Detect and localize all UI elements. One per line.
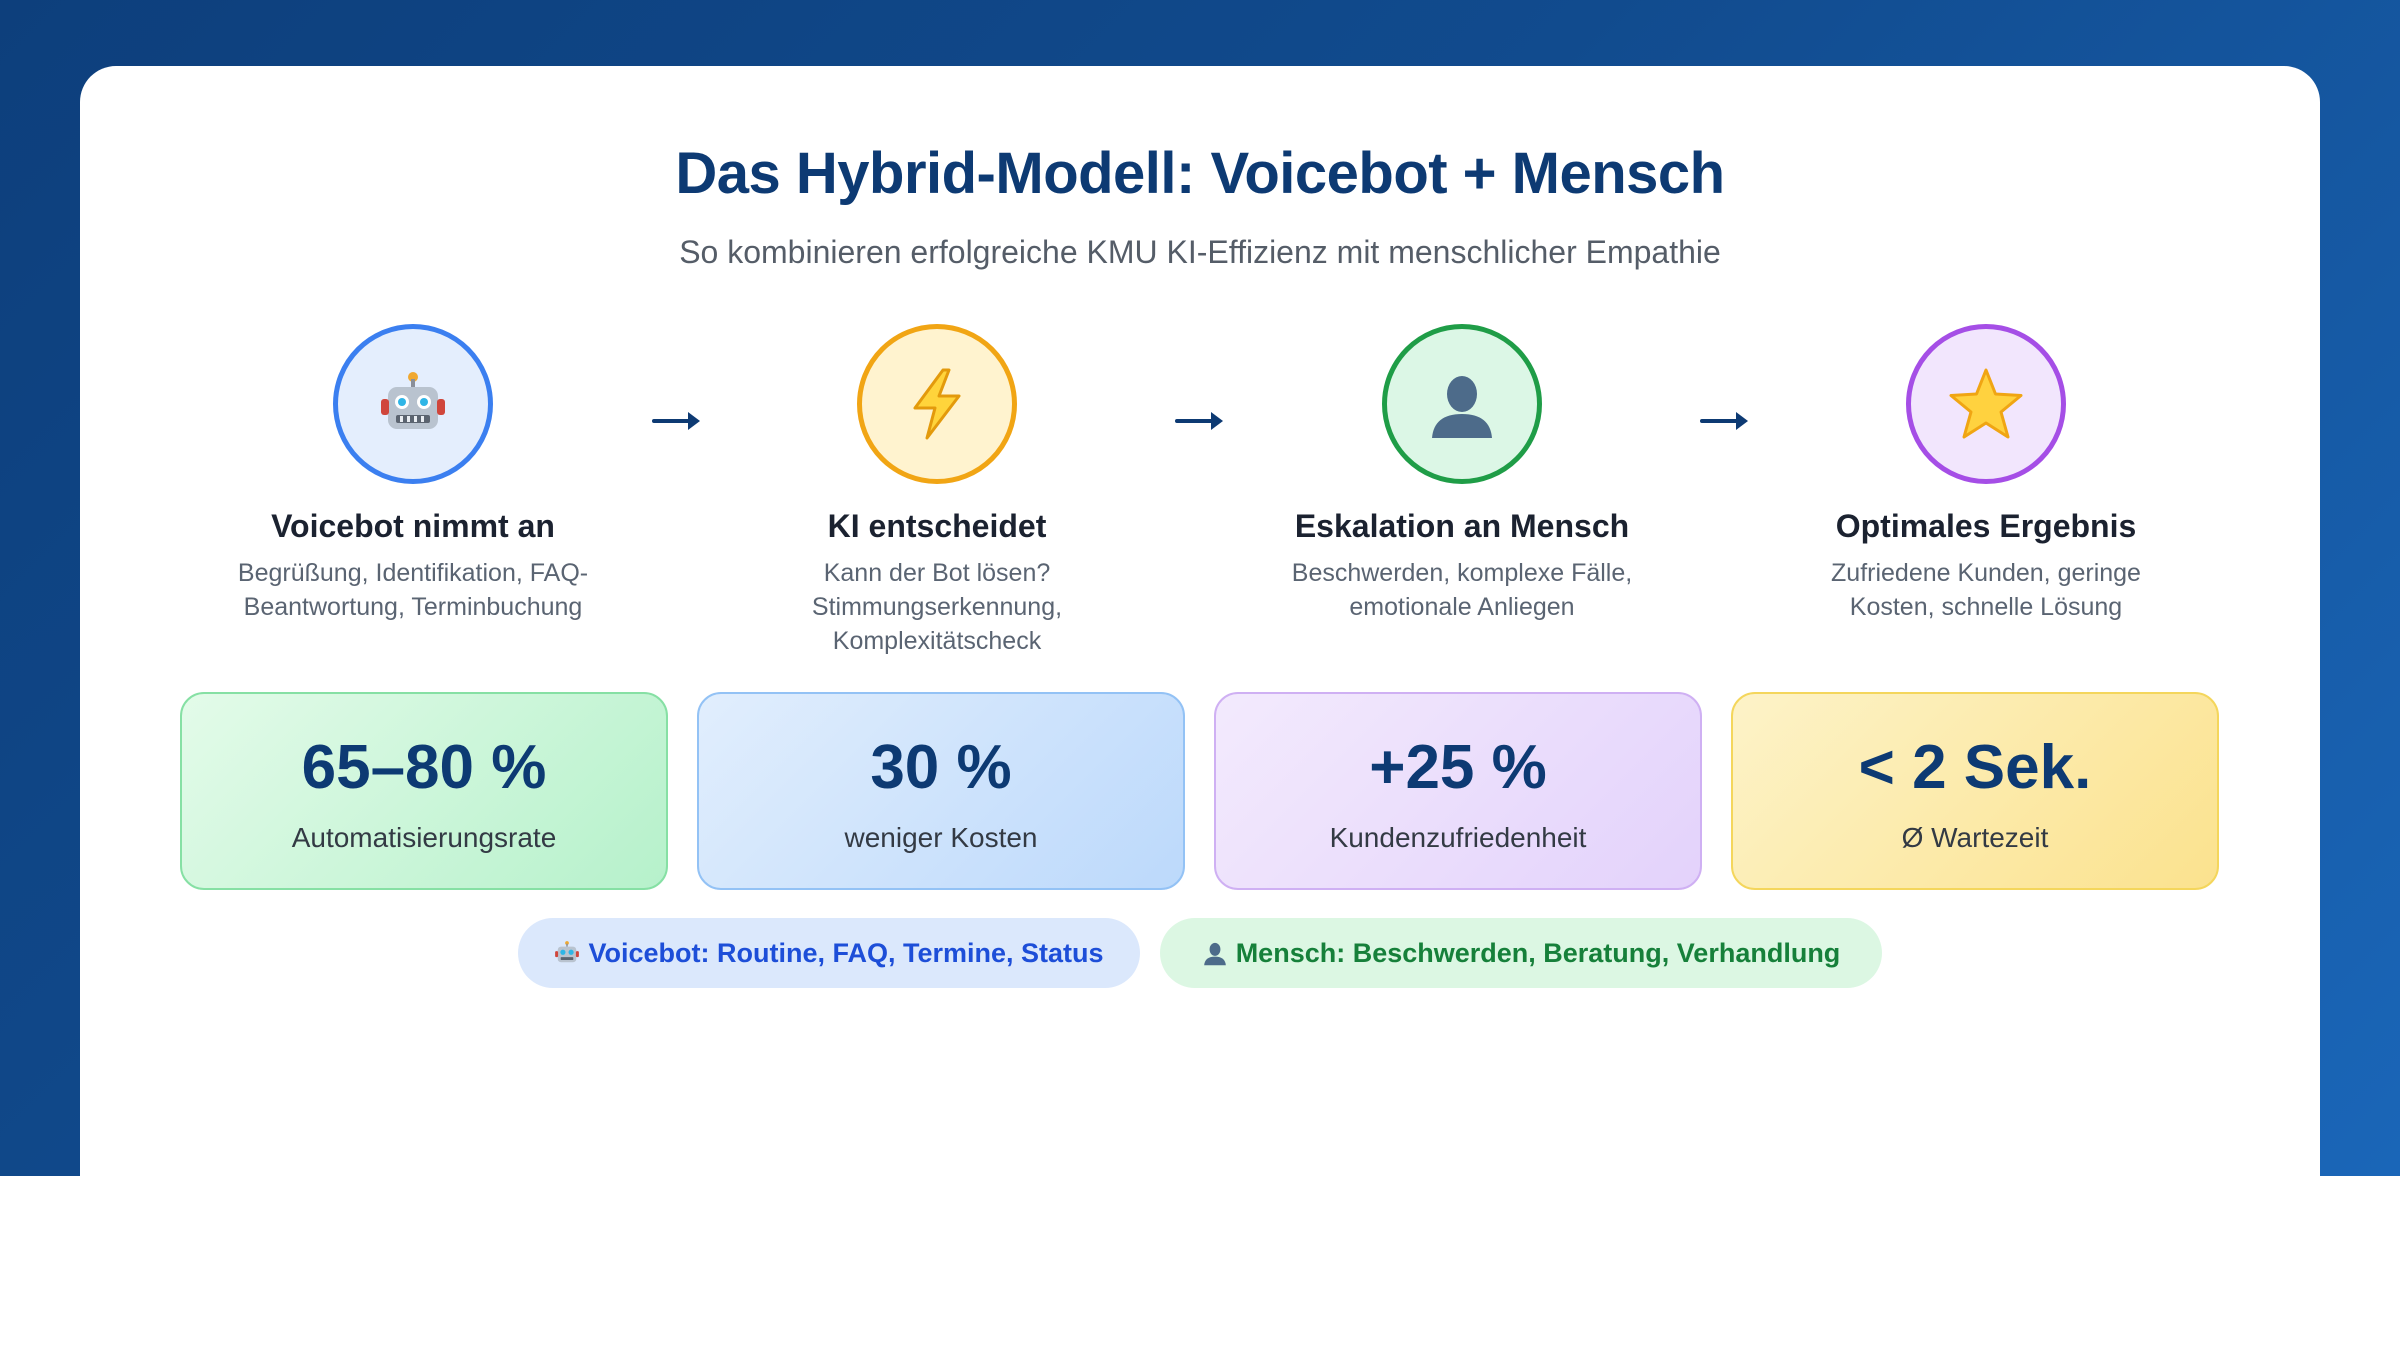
step-description-line: emotionale Anliegen <box>1349 593 1575 621</box>
step-ki-decision: KI entscheidet Kann der Bot lösen? Stimm… <box>737 324 1137 658</box>
step-description-line: Beschwerden, komplexe Fälle, <box>1291 559 1633 587</box>
stat-label: Kundenzufriedenheit <box>1329 822 1587 853</box>
robot-icon <box>381 372 445 429</box>
arrow-right-icon <box>1175 412 1223 430</box>
step-description-line: Begrüßung, Identifikation, FAQ- <box>237 559 589 587</box>
arrow-right-icon <box>652 412 700 430</box>
stat-card-costs: 30 % weniger Kosten <box>697 692 1185 890</box>
stat-card-automation: 65–80 % Automatisierungsrate <box>180 692 668 890</box>
step-description-line: Kann der Bot lösen? <box>823 559 1051 587</box>
stat-label: Automatisierungsrate <box>291 822 557 853</box>
stat-card-waittime: < 2 Sek. Ø Wartezeit <box>1731 692 2219 890</box>
star-icon <box>1949 368 2023 439</box>
stat-value: 30 % <box>870 733 1012 802</box>
step-title: Optimales Ergebnis <box>1835 508 2137 544</box>
stat-value: 65–80 % <box>301 733 547 802</box>
step-description-line: Stimmungserkennung, <box>811 593 1063 621</box>
step-voicebot: Voicebot nimmt an Begrüßung, Identifikat… <box>213 324 613 624</box>
person-icon <box>1432 376 1492 438</box>
robot-icon <box>554 940 580 966</box>
lightning-icon <box>913 368 961 440</box>
step-title: Voicebot nimmt an <box>271 508 555 544</box>
page-subtitle: So kombinieren erfolgreiche KMU KI-Effiz… <box>679 234 1721 270</box>
step-description-line: Komplexitätscheck <box>832 627 1042 655</box>
step-title: Eskalation an Mensch <box>1294 508 1630 544</box>
step-circle <box>1382 324 1542 484</box>
stat-label: weniger Kosten <box>844 822 1038 853</box>
stat-label: Ø Wartezeit <box>1901 822 2049 853</box>
stat-value: < 2 Sek. <box>1858 733 2092 802</box>
step-description: Kann der Bot lösen? Stimmungserkennung, … <box>737 556 1137 658</box>
step-title: KI entscheidet <box>827 508 1047 544</box>
step-description-line: Beantwortung, Terminbuchung <box>243 593 583 621</box>
stat-card-satisfaction: +25 % Kundenzufriedenheit <box>1214 692 1702 890</box>
step-description-line: Kosten, schnelle Lösung <box>1849 593 2123 621</box>
step-escalation: Eskalation an Mensch Beschwerden, komple… <box>1262 324 1662 624</box>
step-result: Optimales Ergebnis Zufriedene Kunden, ge… <box>1786 324 2186 624</box>
step-description-line: Zufriedene Kunden, geringe <box>1831 559 2141 587</box>
step-circle <box>333 324 493 484</box>
person-icon <box>1202 940 1228 966</box>
arrow-right-icon <box>1700 412 1748 430</box>
pill-text: Mensch: Beschwerden, Beratung, Verhandlu… <box>1235 937 1841 968</box>
pill-text: Voicebot: Routine, FAQ, Termine, Status <box>588 937 1104 968</box>
page-title: Das Hybrid-Modell: Voicebot + Mensch <box>675 141 1725 206</box>
pill-voicebot: Voicebot: Routine, FAQ, Termine, Status <box>518 918 1140 988</box>
content-card <box>80 66 2320 1176</box>
pill-mensch: Mensch: Beschwerden, Beratung, Verhandlu… <box>1160 918 1882 988</box>
step-description: Beschwerden, komplexe Fälle, emotionale … <box>1262 556 1662 624</box>
step-circle <box>1906 324 2066 484</box>
stat-value: +25 % <box>1369 733 1547 802</box>
step-description: Begrüßung, Identifikation, FAQ- Beantwor… <box>213 556 613 624</box>
step-description: Zufriedene Kunden, geringe Kosten, schne… <box>1786 556 2186 624</box>
step-circle <box>857 324 1017 484</box>
